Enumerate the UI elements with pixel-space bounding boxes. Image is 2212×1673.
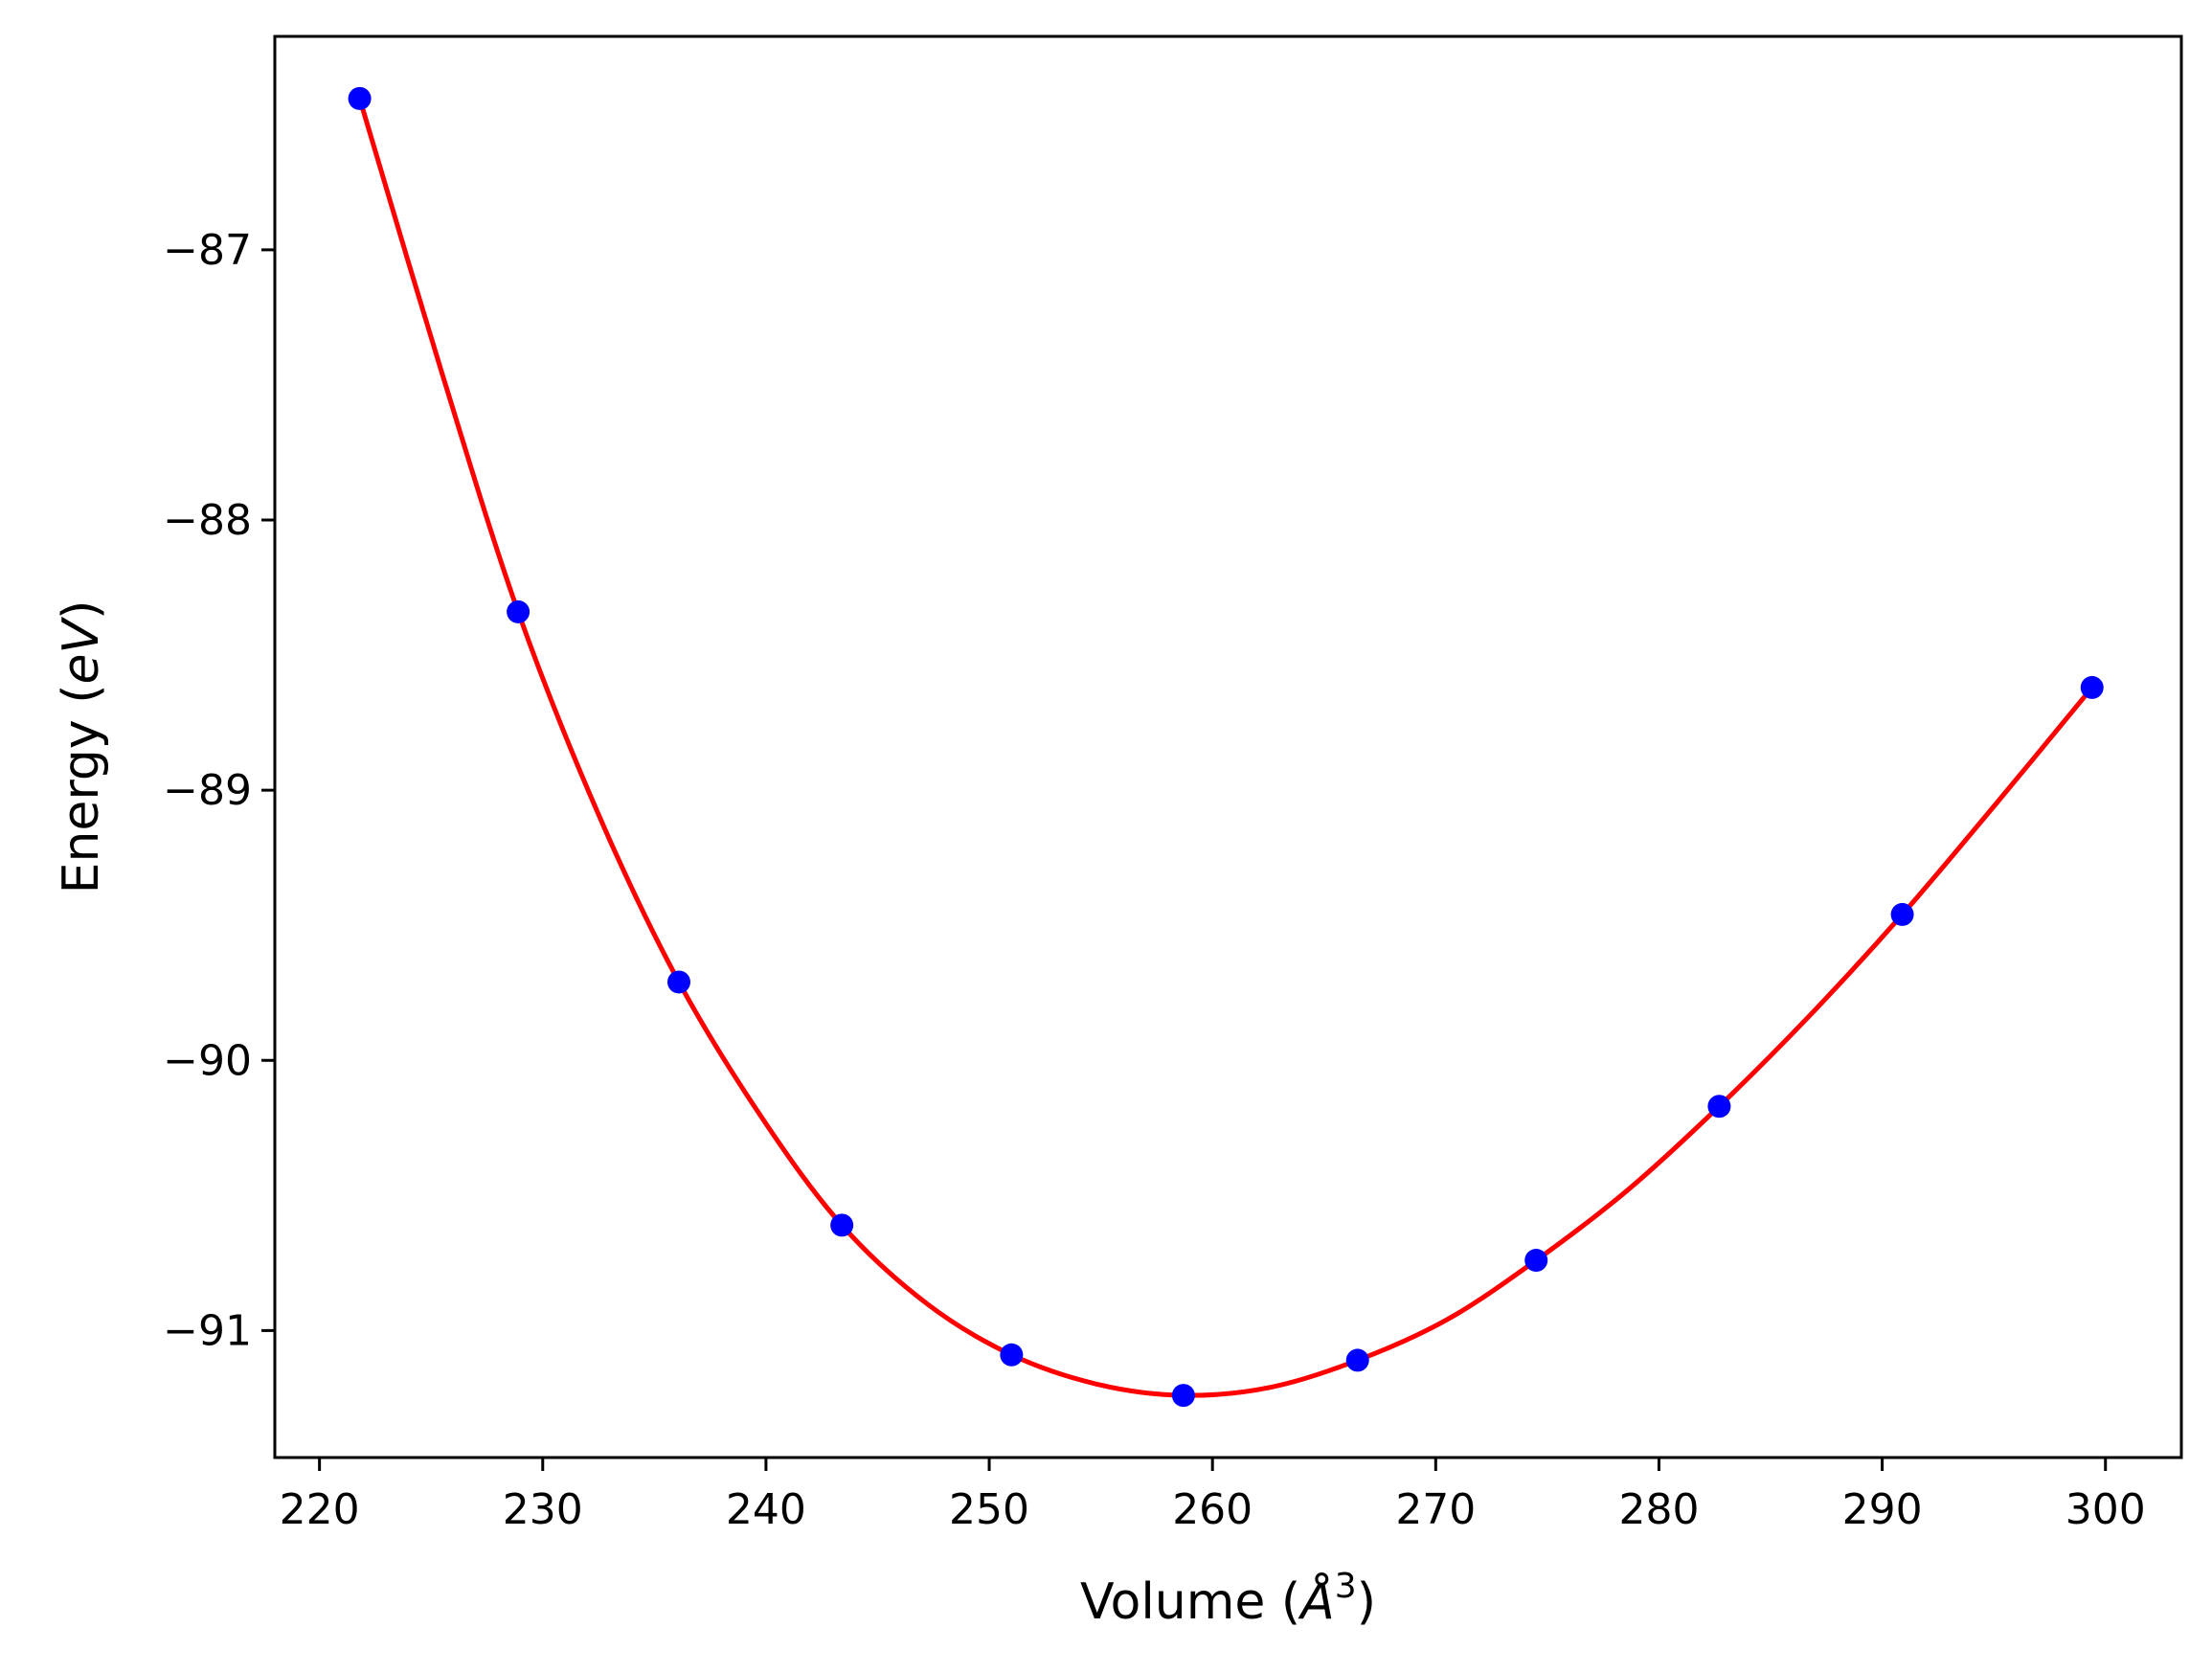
y-axis-label-text: Energy ( [53, 685, 110, 894]
y-tick-label: −87 [163, 226, 252, 275]
x-tick-label: 250 [949, 1485, 1029, 1534]
data-point [830, 1213, 854, 1237]
x-tick-label: 290 [1842, 1485, 1923, 1534]
data-point [1707, 1095, 1731, 1119]
data-point [1524, 1249, 1548, 1273]
x-axis-label-close: ) [1357, 1573, 1376, 1631]
data-point [1000, 1343, 1024, 1367]
axes-frame [273, 34, 2183, 1459]
data-point [348, 86, 372, 110]
y-tick-label: −88 [163, 496, 252, 545]
x-tick-label: 300 [2065, 1485, 2146, 1534]
y-tick-label: −90 [163, 1036, 252, 1085]
data-point [666, 970, 690, 994]
y-axis-label: Energy (eV) [53, 600, 110, 894]
data-point [507, 599, 530, 623]
x-axis-label-text: Volume ( [1080, 1573, 1300, 1631]
y-axis-label-close: ) [53, 600, 110, 620]
x-tick-label: 240 [726, 1485, 806, 1534]
x-tick-label: 280 [1618, 1485, 1699, 1534]
y-tick-label: −89 [163, 766, 252, 815]
ticks-layer: 220 230 240 250 260 270 280 290 300 −87 −88 −89 −90 −… [163, 226, 2146, 1534]
x-axis-label: Volume (Å3) [1080, 1567, 1376, 1631]
y-tick-label: −91 [163, 1306, 252, 1355]
data-point [2080, 675, 2104, 699]
data-point [1171, 1384, 1195, 1408]
data-point [1345, 1348, 1369, 1372]
fit-curve-line [357, 98, 2094, 1398]
x-tick-label: 230 [503, 1485, 583, 1534]
data-point [1890, 902, 1914, 926]
x-axis-label-symbol: Å [1298, 1571, 1335, 1631]
x-tick-label: 270 [1395, 1485, 1476, 1534]
y-axis-label-symbol: eV [53, 617, 110, 685]
x-axis-label-exponent: 3 [1335, 1567, 1357, 1606]
x-tick-label: 220 [280, 1485, 360, 1534]
x-tick-label: 260 [1172, 1485, 1253, 1534]
plot-area [348, 86, 2104, 1408]
